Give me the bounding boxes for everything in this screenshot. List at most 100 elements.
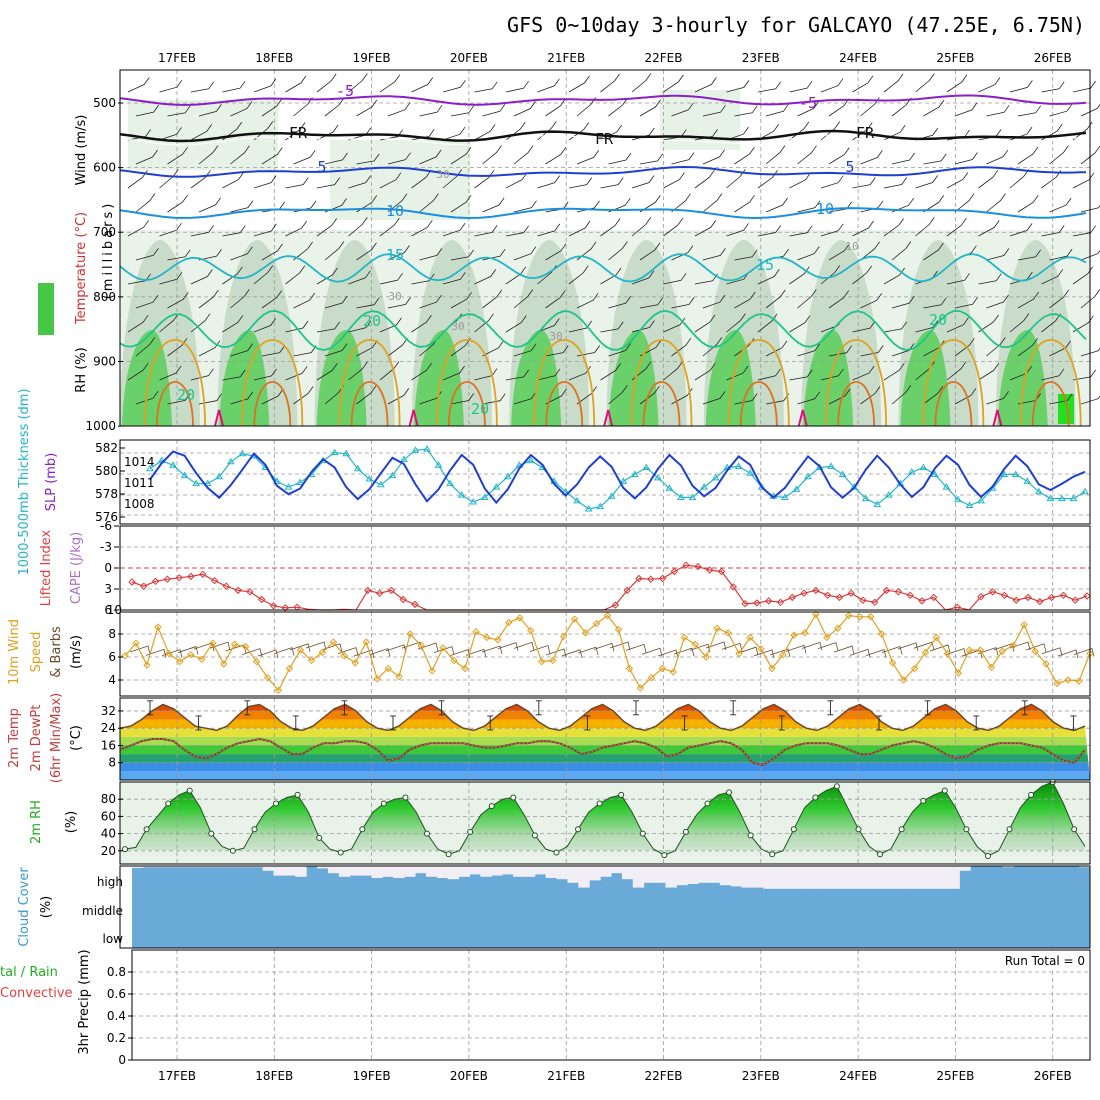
wind-barb [734, 393, 758, 405]
wind-barb [411, 220, 433, 237]
wind-barb [608, 97, 629, 117]
wind-barb [860, 150, 883, 165]
wind-barb [513, 145, 534, 165]
date-label-top: 21FEB [547, 51, 585, 65]
rh-point [812, 794, 819, 801]
wind10-frame [119, 611, 1091, 697]
wind10-speed-point [614, 625, 623, 634]
rh-point [122, 846, 128, 853]
wind-barb [694, 314, 716, 333]
wind-barb [702, 248, 726, 261]
tick-label: 16 [101, 738, 116, 752]
rh-point [186, 787, 193, 794]
lifted-index-point [835, 593, 844, 602]
wind-barb [1072, 172, 1095, 189]
wind-barb [954, 102, 978, 117]
wind10-barb [609, 641, 631, 651]
wind10-speed-point [472, 627, 480, 636]
wind-barb [261, 345, 286, 357]
wind-barb [222, 369, 246, 381]
wind10-speed-point [252, 657, 261, 666]
cloud-bar-gap [752, 866, 764, 888]
cloud-bar-gap [730, 866, 743, 887]
wind-barb [978, 363, 1000, 381]
thickness-point [665, 484, 674, 491]
thickness-point [273, 477, 281, 484]
thickness-point [654, 473, 662, 481]
wind-barb [419, 149, 442, 165]
wind-barb [797, 101, 820, 117]
cloud-middle-label: middle [82, 904, 123, 918]
cloud-bar-gap [926, 866, 939, 889]
cloud-low-label: low [103, 932, 124, 946]
wind-barb [253, 121, 274, 141]
minmax-errorbar [195, 715, 202, 731]
thickness-point [296, 478, 304, 485]
thickness-point [169, 461, 177, 468]
cloud-ylabel: Cloud Cover [17, 867, 32, 947]
date-label-bottom: 20FEB [450, 1069, 488, 1083]
wind-barb [545, 388, 567, 405]
wind-barb [293, 386, 314, 405]
rh-point [984, 852, 991, 859]
lifted-index-point [812, 586, 820, 595]
temp2m-panel: 32 24 16 8 2m Temp 2m DewPt (6hr Min/Max) (… [7, 693, 1091, 783]
wind-barb [379, 172, 402, 189]
wind-barb [734, 105, 758, 117]
cloud-bar-gap [915, 866, 928, 889]
cloud-bar-gap [1079, 866, 1091, 868]
thickness-point [365, 475, 374, 482]
rh-axis: 80 60 40 20 [101, 792, 123, 858]
thickness-point [1058, 494, 1066, 502]
wind10-barb [497, 642, 519, 651]
thickness-point [804, 472, 812, 480]
wind-barb [411, 362, 432, 381]
wind-barb [568, 177, 593, 189]
tick-label: 8 [108, 627, 116, 641]
wind10-speed-point [856, 613, 864, 621]
wind10-barb [1041, 647, 1063, 656]
cloud-bar-gap [262, 866, 275, 871]
lifted-index-point [281, 604, 289, 612]
cloud-bar-gap [349, 866, 362, 876]
wind10-speed-point [505, 618, 513, 627]
wind-barb [946, 74, 968, 93]
cloud-bar-gap [708, 866, 721, 883]
contour-25 [825, 339, 887, 427]
cloud-bar-gap [774, 866, 786, 889]
cloud-bar-gap [142, 866, 155, 868]
wind10-speed-point [274, 686, 283, 695]
wind-barb [1080, 103, 1100, 117]
wind-barb [230, 101, 253, 117]
wind-barb [600, 321, 624, 333]
wind10-speed-point [625, 664, 634, 673]
wind-barb [946, 361, 967, 381]
thickness-point [734, 462, 743, 469]
wind10-barb [641, 647, 663, 657]
wind10-speed-point [1075, 677, 1083, 685]
contour-30 [156, 381, 194, 427]
wind-barb [293, 292, 316, 309]
wind-barb [702, 104, 726, 117]
lifted-index-point [847, 589, 855, 597]
contour-25 [1019, 339, 1082, 427]
contour-label: 30 [436, 168, 449, 181]
wind-barb [419, 294, 442, 309]
lifted-index-point [776, 598, 785, 607]
wind-barb [923, 195, 945, 213]
thickness-point [780, 493, 789, 500]
tick-label: 60 [101, 809, 116, 823]
wind10-barb [209, 641, 231, 651]
wind-barb [946, 273, 970, 285]
wind-barb [671, 152, 695, 165]
tick-label: 80 [101, 792, 116, 806]
wind-barb [702, 294, 726, 309]
wind-barb [190, 124, 213, 141]
contour-freezing-inner [119, 134, 1087, 146]
wind-barb [253, 175, 277, 189]
thickness-point [642, 463, 651, 471]
thickness-point [446, 479, 455, 487]
cloud-bar-gap [251, 866, 264, 868]
thickness-point [965, 501, 974, 508]
wind-barb [757, 368, 781, 381]
